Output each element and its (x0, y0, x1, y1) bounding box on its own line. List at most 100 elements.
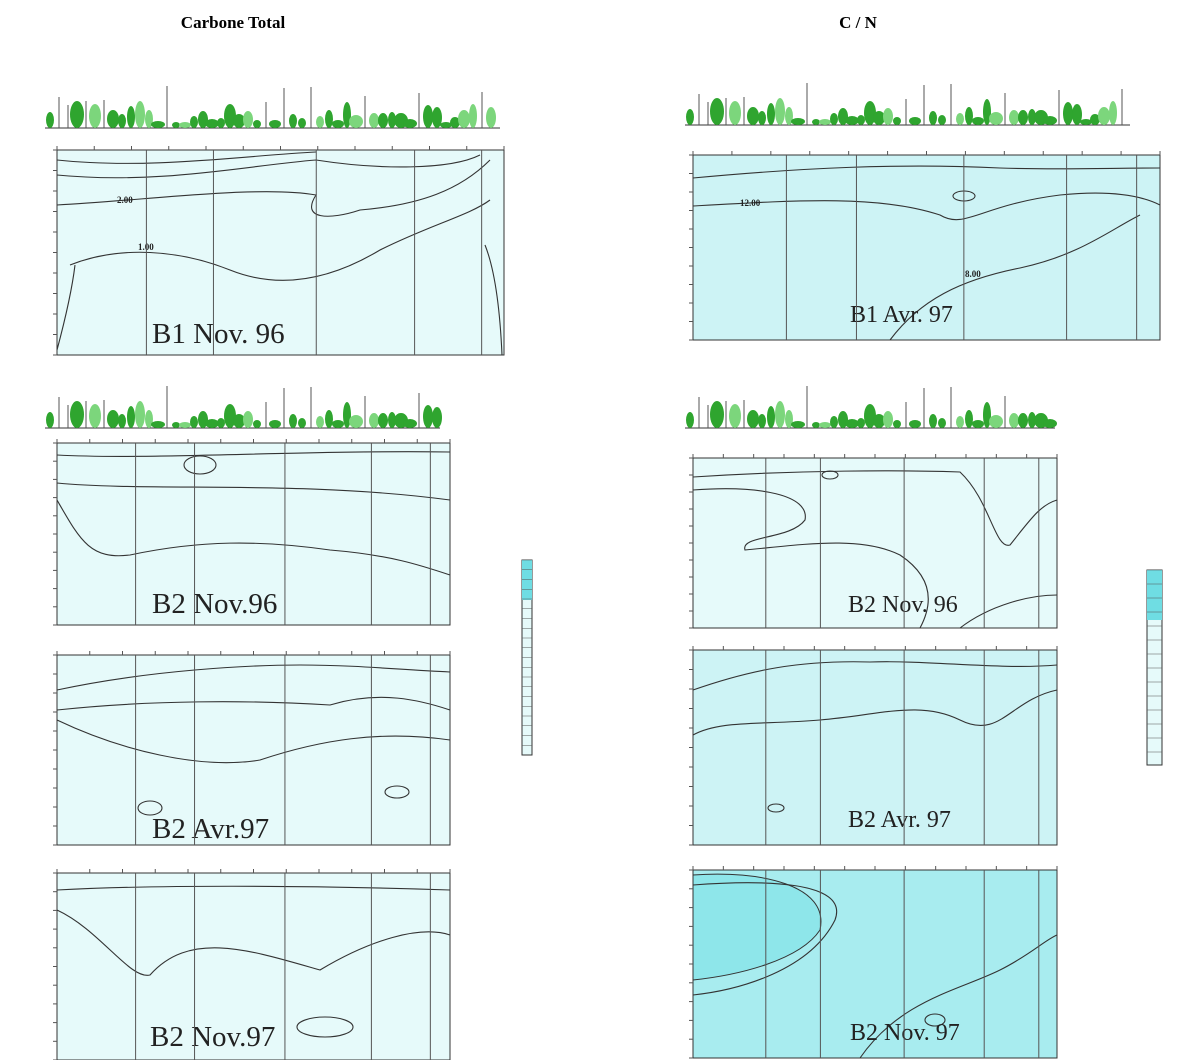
tree (747, 410, 759, 428)
contour (296, 1016, 354, 1038)
tree (864, 101, 876, 125)
tree (1072, 104, 1082, 125)
tree (253, 120, 261, 128)
tree (758, 111, 766, 125)
tree (332, 420, 344, 428)
contour (56, 159, 491, 217)
contour (137, 800, 163, 816)
tree (989, 112, 1003, 125)
tree (205, 119, 219, 128)
tree (89, 404, 101, 428)
tree (883, 108, 893, 125)
tree (70, 101, 84, 128)
tree (289, 414, 297, 428)
tree (388, 112, 396, 128)
color-scale-top (1147, 570, 1162, 620)
contour (56, 696, 451, 711)
tree (486, 107, 496, 128)
panel-area (692, 457, 1058, 629)
contour (692, 661, 1058, 691)
contour (692, 488, 929, 629)
tree (972, 420, 984, 428)
contour (56, 151, 317, 164)
tree (151, 421, 165, 428)
tree (729, 101, 741, 125)
contour (56, 909, 451, 976)
tree (791, 421, 805, 428)
tree (127, 106, 135, 128)
panel-label: B2 Avr.97 (152, 813, 269, 845)
tree (1080, 119, 1092, 125)
tree (729, 404, 741, 428)
contour (56, 451, 451, 457)
tree (710, 98, 724, 125)
contour (959, 594, 1058, 629)
contour (56, 499, 451, 576)
tree (845, 419, 859, 428)
tree (205, 419, 219, 428)
panel-area (56, 872, 451, 1060)
tree (686, 412, 694, 428)
tree (388, 412, 396, 428)
contour-label: 12.00 (740, 198, 761, 208)
contour (821, 470, 839, 480)
contour (384, 785, 410, 799)
panel: B2 Nov.97 (56, 872, 451, 1060)
tree (965, 107, 973, 125)
tree (269, 120, 281, 128)
tree (224, 104, 236, 128)
tree (972, 117, 984, 125)
tree (332, 120, 344, 128)
tree (857, 115, 865, 125)
tree (289, 114, 297, 128)
tree (819, 119, 831, 125)
contour-label: 2.00 (117, 195, 133, 205)
tree (1090, 114, 1100, 125)
contour (692, 192, 1161, 221)
tree (989, 415, 1003, 428)
tree (1043, 419, 1057, 428)
tree (135, 401, 145, 428)
tree (316, 416, 324, 428)
contour (56, 719, 451, 764)
tree (403, 119, 417, 128)
tree (269, 420, 281, 428)
contour-label: 8.00 (965, 269, 981, 279)
tree (812, 422, 820, 428)
tree (819, 422, 831, 428)
tree (450, 117, 460, 128)
contour (692, 882, 838, 996)
color-scale-top (522, 560, 532, 600)
contour (183, 455, 217, 475)
tree (440, 122, 452, 128)
tree (316, 116, 324, 128)
tree (883, 411, 893, 428)
panel: B2 Nov. 96 (692, 457, 1058, 629)
tree (325, 410, 333, 428)
panel-area (692, 154, 1161, 341)
panel-label: B1 Nov. 96 (152, 318, 285, 350)
tree (747, 107, 759, 125)
tree (369, 113, 379, 128)
contour (484, 244, 503, 356)
tree (686, 109, 694, 125)
panel: B2 Avr. 97 (692, 649, 1058, 846)
tree (217, 118, 225, 128)
tree (929, 414, 937, 428)
panel-label: B2 Nov. 97 (850, 1020, 960, 1046)
contour (889, 214, 1141, 341)
tree (243, 111, 253, 128)
tree (775, 401, 785, 428)
contour (56, 885, 451, 891)
contour (56, 154, 481, 179)
tree (965, 410, 973, 428)
tree (179, 122, 191, 128)
tree (938, 418, 946, 428)
tree (1009, 110, 1019, 125)
contour (767, 803, 785, 813)
tree (857, 418, 865, 428)
tree (145, 110, 153, 128)
tree (1028, 412, 1036, 428)
tree (46, 412, 54, 428)
